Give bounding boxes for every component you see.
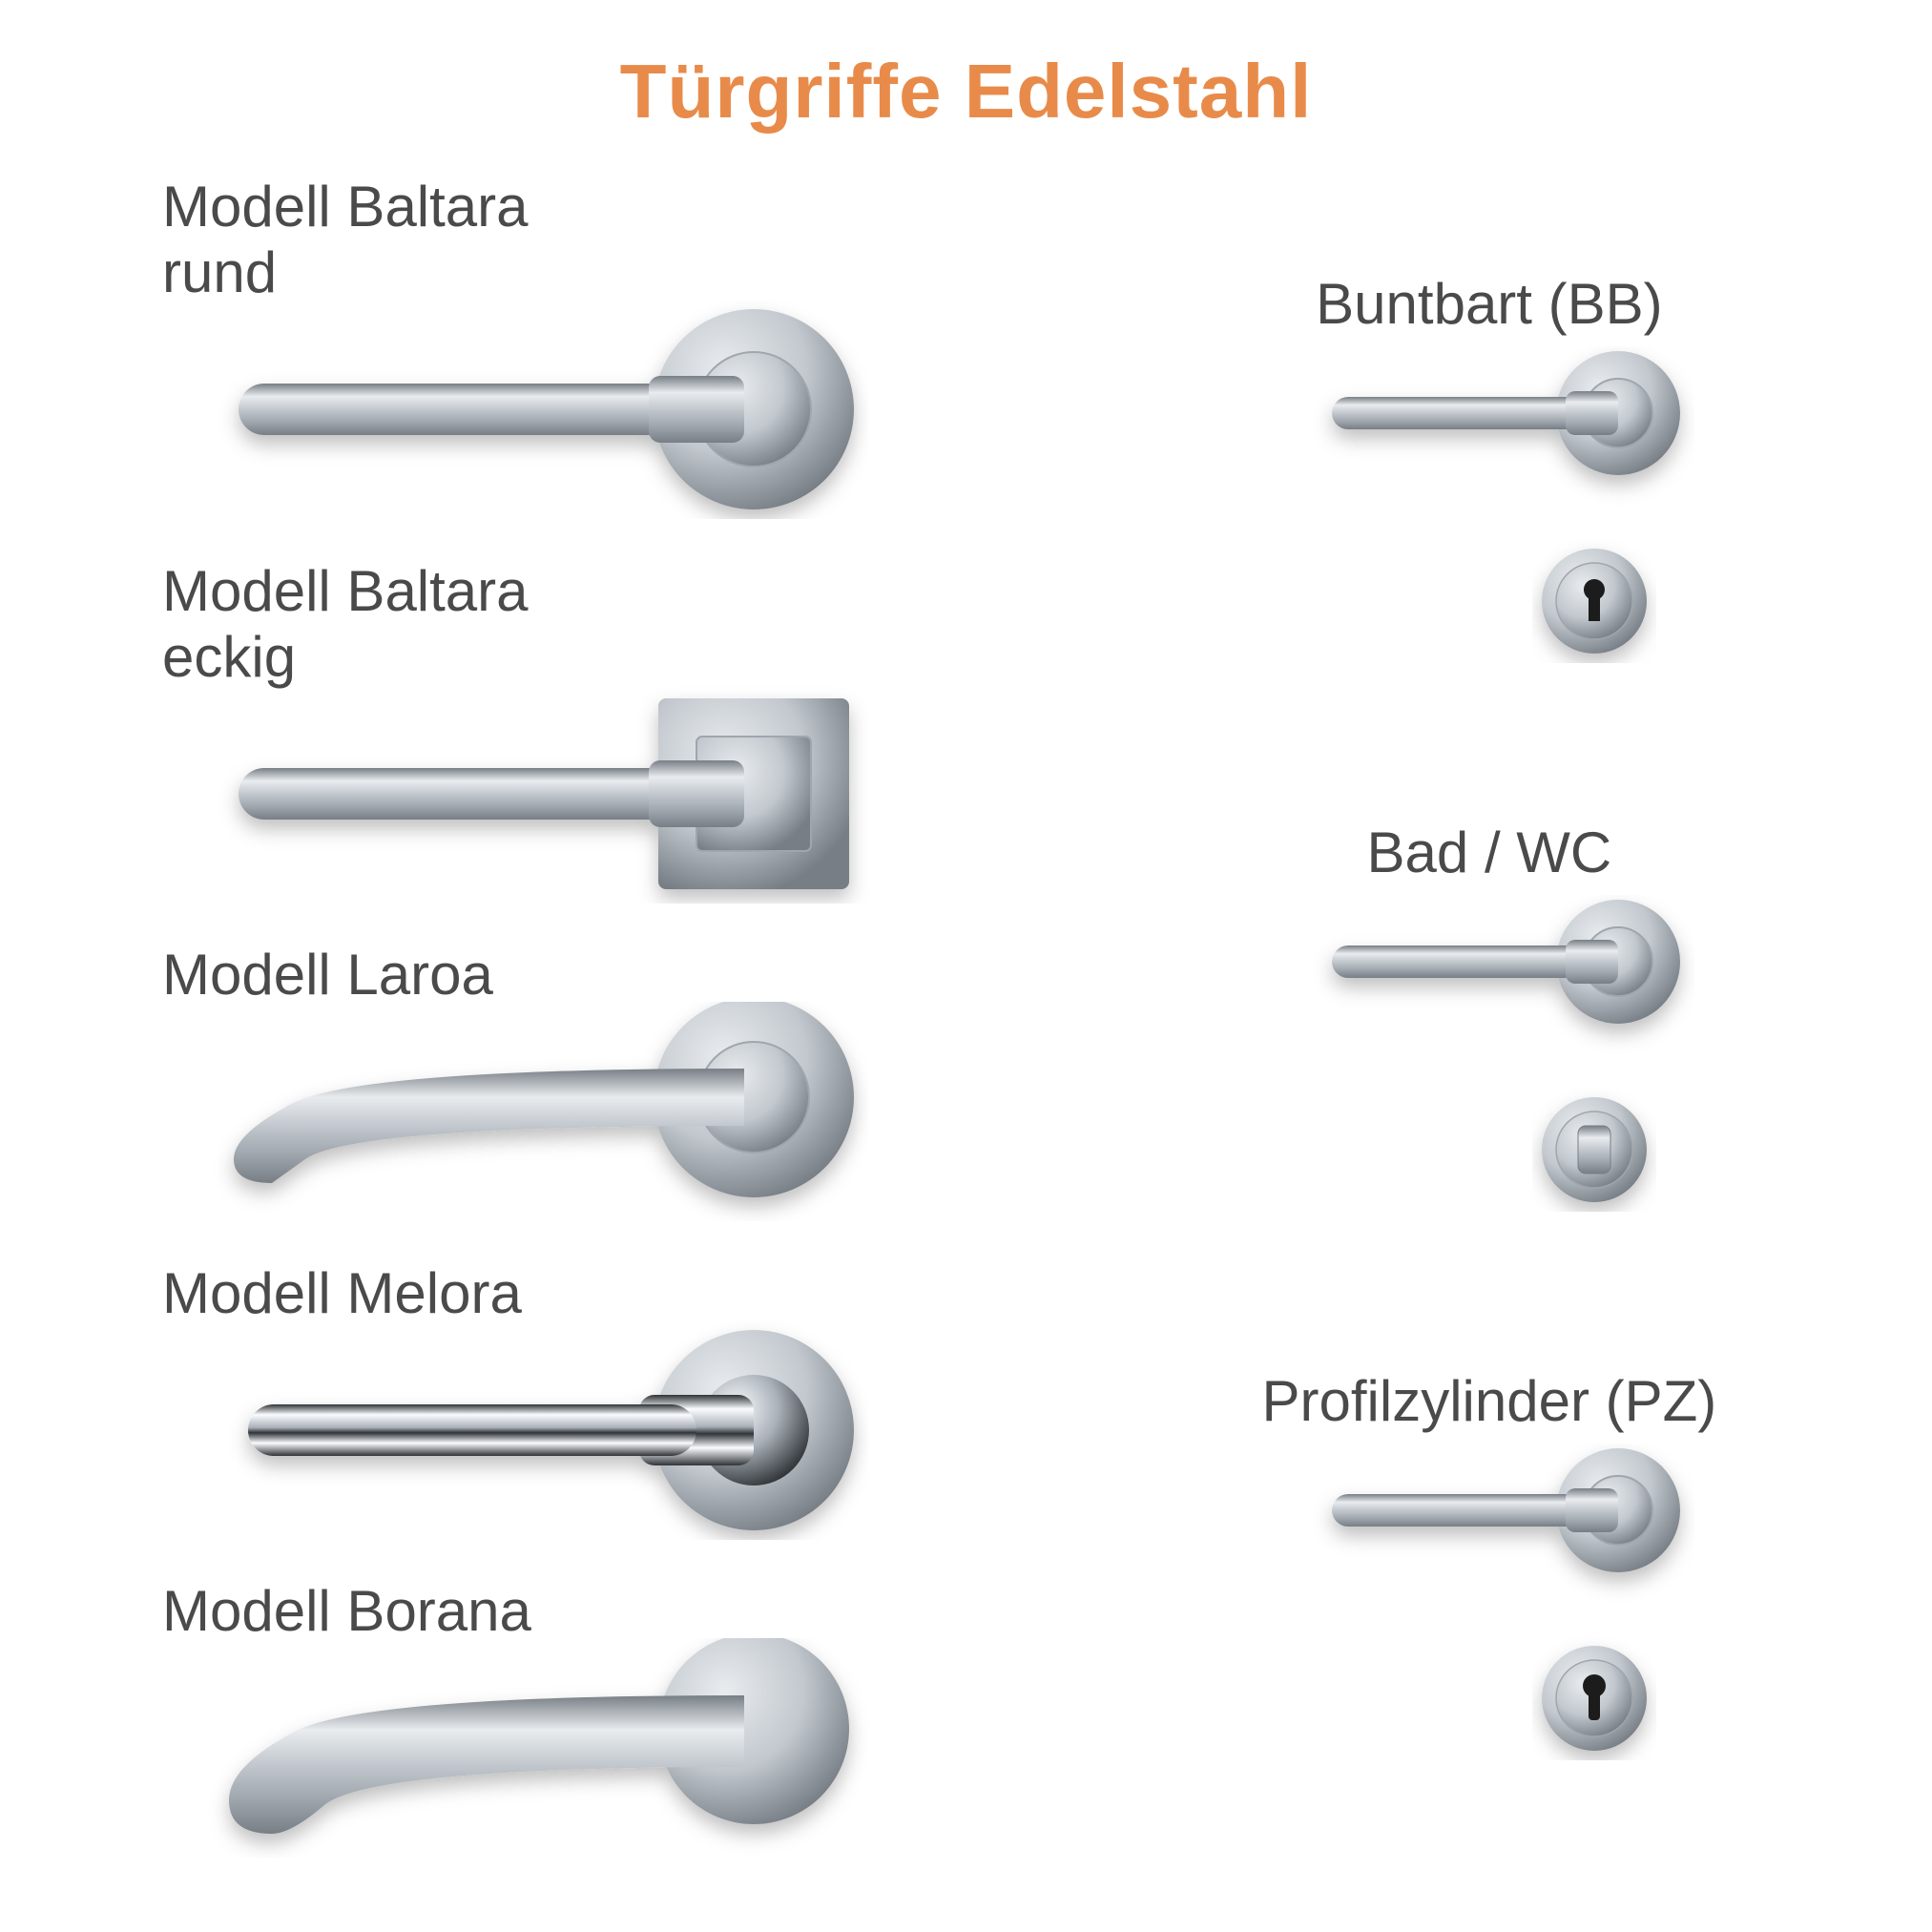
- lock-label: Profilzylinder (PZ): [1262, 1368, 1717, 1434]
- handle-small-icon: [1284, 346, 1694, 528]
- model-name-line1: Modell Baltara: [162, 559, 529, 623]
- model-name-line1: Modell Borana: [162, 1579, 531, 1643]
- model-melora: Modell Melora: [57, 1260, 1075, 1540]
- lock-type-bb: Buntbart (BB): [1104, 271, 1875, 663]
- model-label: Modell Borana: [162, 1578, 531, 1644]
- handle-small-icon: [1284, 1444, 1694, 1625]
- model-name-line1: Modell Baltara: [162, 175, 529, 239]
- model-laroa: Modell Laroa: [57, 942, 1075, 1221]
- model-label: Modell Baltara eckig: [162, 558, 529, 690]
- lock-type-wc: Bad / WC: [1104, 820, 1875, 1212]
- keyhole-wc-icon: [1532, 1088, 1656, 1212]
- handle-icon: [181, 684, 868, 904]
- handle-icon: [181, 1002, 868, 1221]
- lock-label: Bad / WC: [1367, 820, 1612, 885]
- model-name-line1: Modell Laroa: [162, 943, 493, 1007]
- model-name-line2: eckig: [162, 624, 529, 690]
- model-borana: Modell Borana: [57, 1578, 1075, 1858]
- handle-icon: [181, 300, 868, 519]
- page-title: Türgriffe Edelstahl: [57, 48, 1875, 135]
- model-name-line2: rund: [162, 239, 529, 305]
- model-baltara-rund: Modell Baltara rund: [57, 174, 1075, 519]
- model-label: Modell Melora: [162, 1260, 522, 1326]
- columns: Modell Baltara rund Modell Baltara eck: [57, 174, 1875, 1858]
- keyhole-pz-icon: [1532, 1636, 1656, 1760]
- lock-types-column: Buntbart (BB): [1104, 174, 1875, 1858]
- models-column: Modell Baltara rund Modell Baltara eck: [57, 174, 1104, 1858]
- lock-type-pz: Profilzylinder (PZ): [1104, 1368, 1875, 1760]
- model-name-line1: Modell Melora: [162, 1261, 522, 1325]
- keyhole-bb-icon: [1532, 539, 1656, 663]
- product-overview: Türgriffe Edelstahl Modell Baltara rund: [0, 0, 1932, 1932]
- handle-icon: [181, 1320, 868, 1540]
- handle-small-icon: [1284, 895, 1694, 1076]
- model-label: Modell Laroa: [162, 942, 493, 1008]
- model-baltara-eckig: Modell Baltara eckig: [57, 558, 1075, 904]
- handle-icon: [181, 1638, 868, 1858]
- model-label: Modell Baltara rund: [162, 174, 529, 305]
- lock-label: Buntbart (BB): [1316, 271, 1663, 337]
